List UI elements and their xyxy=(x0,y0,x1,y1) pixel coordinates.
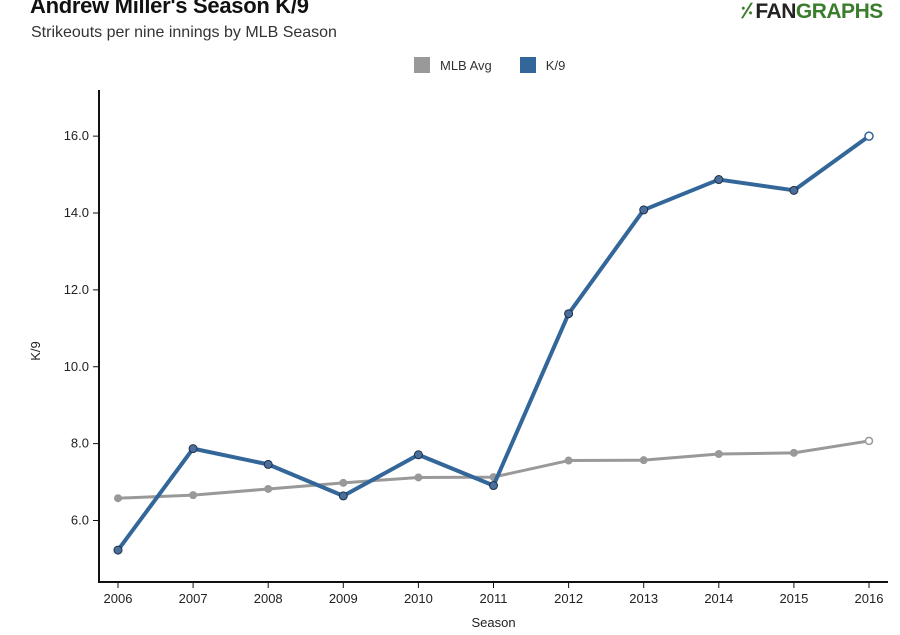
y-tick-label: 6.0 xyxy=(71,513,89,528)
x-tick-label: 2016 xyxy=(855,591,884,606)
data-point-k-9[interactable] xyxy=(338,491,348,501)
x-tick-label: 2014 xyxy=(704,591,733,606)
data-point-k-9[interactable] xyxy=(564,309,574,319)
legend-label-mlb-avg: MLB Avg xyxy=(440,57,492,73)
data-point-k-9[interactable] xyxy=(113,545,123,555)
x-tick-label: 2009 xyxy=(329,591,358,606)
data-point-k-9[interactable] xyxy=(188,444,198,454)
data-point-mlb-avg[interactable] xyxy=(414,473,423,482)
data-point-k-9[interactable] xyxy=(864,131,874,141)
y-axis-title: K/9 xyxy=(28,341,43,361)
fangraphs-logo[interactable]: ⸓FANGRAPHS xyxy=(740,0,883,25)
y-tick-label: 16.0 xyxy=(64,128,89,143)
data-point-mlb-avg[interactable] xyxy=(114,494,122,503)
x-tick-label: 2012 xyxy=(554,591,583,606)
logo-icon: ⸓ xyxy=(740,0,754,23)
logo-text-graphs: GRAPHS xyxy=(795,0,883,23)
data-point-k-9[interactable] xyxy=(714,175,724,185)
x-tick-label: 2007 xyxy=(179,591,208,606)
legend-swatch-mlb-avg xyxy=(414,57,430,73)
data-point-k-9[interactable] xyxy=(413,450,423,460)
y-tick-label: 8.0 xyxy=(71,436,89,451)
y-tick-label: 10.0 xyxy=(64,359,89,374)
data-point-k-9[interactable] xyxy=(789,185,799,195)
x-tick-label: 2013 xyxy=(629,591,658,606)
data-point-mlb-avg[interactable] xyxy=(789,448,798,457)
legend-item-mlb-avg[interactable]: MLB Avg xyxy=(414,57,492,73)
data-point-mlb-avg[interactable] xyxy=(264,484,273,493)
x-tick-label: 2008 xyxy=(254,591,283,606)
data-point-k-9[interactable] xyxy=(489,481,498,491)
x-tick-label: 2011 xyxy=(480,591,508,606)
data-point-k-9[interactable] xyxy=(263,459,273,469)
logo-text-fan: FAN xyxy=(755,0,796,23)
x-tick-label: 2015 xyxy=(779,591,808,606)
x-tick-label: 2010 xyxy=(404,591,433,606)
data-point-mlb-avg[interactable] xyxy=(639,456,648,465)
data-point-k-9[interactable] xyxy=(639,205,649,215)
chart-subtitle: Strikeouts per nine innings by MLB Seaso… xyxy=(31,24,337,41)
chart-legend: MLB Avg K/9 xyxy=(414,57,593,73)
data-point-mlb-avg[interactable] xyxy=(714,450,723,459)
y-tick-label: 12.0 xyxy=(64,282,89,297)
legend-item-k9[interactable]: K/9 xyxy=(519,57,566,73)
x-tick-label: 2006 xyxy=(104,591,133,606)
legend-swatch-k9 xyxy=(519,57,536,73)
data-point-mlb-avg[interactable] xyxy=(564,456,573,465)
data-point-mlb-avg[interactable] xyxy=(864,436,874,446)
x-axis-title: Season xyxy=(471,615,515,630)
data-point-mlb-avg[interactable] xyxy=(189,491,198,500)
data-point-mlb-avg[interactable] xyxy=(339,478,348,487)
y-tick-label: 14.0 xyxy=(64,205,89,220)
legend-label-k9: K/9 xyxy=(545,57,566,73)
chart-title: Andrew Miller's Season K/9 xyxy=(30,0,309,18)
